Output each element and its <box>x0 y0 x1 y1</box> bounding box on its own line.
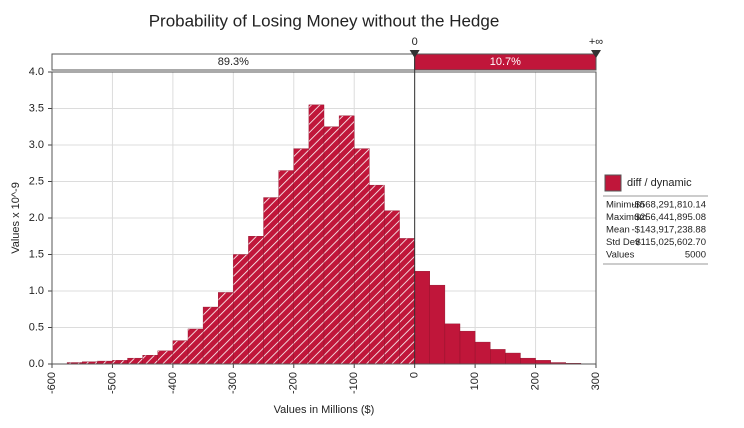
histogram-bar <box>142 355 158 365</box>
histogram-bar <box>535 360 551 365</box>
histogram-bar <box>323 126 340 365</box>
histogram-bar <box>399 238 415 365</box>
histogram-bar <box>187 328 204 365</box>
histogram-bar <box>233 254 249 365</box>
histogram-bar <box>354 148 370 365</box>
x-tick-label: -300 <box>227 372 239 394</box>
x-tick-label: 0 <box>409 372 421 378</box>
y-tick-label: 2.0 <box>29 212 44 224</box>
histogram-bar <box>429 284 446 365</box>
stat-value: -$568,291,810.14 <box>632 200 706 211</box>
stat-name: Minimum <box>606 200 645 211</box>
x-tick-label: -600 <box>46 372 58 394</box>
y-axis-label: Values x 10^-9 <box>10 182 22 254</box>
histogram-bar <box>490 349 506 365</box>
y-tick-label: 1.0 <box>29 285 44 297</box>
histogram-bar <box>127 357 143 365</box>
histogram-bar <box>505 352 521 365</box>
histogram-bar <box>248 236 264 365</box>
x-tick-label: -200 <box>288 372 300 394</box>
y-tick-label: 3.5 <box>29 102 44 114</box>
histogram-bar <box>112 360 128 365</box>
x-axis-label: Values in Millions ($) <box>274 404 375 416</box>
histogram-bar <box>520 357 536 365</box>
x-tick-label: -400 <box>167 372 179 394</box>
y-tick-label: 3.0 <box>29 139 44 151</box>
histogram-bar <box>202 306 219 365</box>
stat-value: $256,441,895.08 <box>635 212 706 223</box>
x-tick-label: 300 <box>590 372 602 390</box>
y-tick-label: 4.0 <box>29 66 44 78</box>
delimiter-marker <box>591 50 601 58</box>
region-label: 89.3% <box>218 56 249 68</box>
x-tick-label: 100 <box>469 372 481 390</box>
histogram-bar <box>414 271 430 365</box>
x-tick-label: -500 <box>106 372 118 394</box>
chart-title: Probability of Losing Money without the … <box>149 11 500 30</box>
stat-name: Values <box>606 250 635 261</box>
stat-value: $115,025,602.70 <box>635 237 706 248</box>
stat-value: -$143,917,238.88 <box>632 225 706 236</box>
x-tick-label: -100 <box>348 372 360 394</box>
delimiter-marker <box>409 50 420 58</box>
delimiter-label: +∞ <box>589 36 603 48</box>
stat-value: 5000 <box>685 250 706 261</box>
y-tick-label: 0.0 <box>29 358 44 370</box>
histogram-bar <box>369 184 385 365</box>
histogram-bar <box>263 197 279 365</box>
stat-name: Mean <box>606 225 630 236</box>
histogram-bar <box>218 292 234 365</box>
histogram-bar <box>459 330 476 365</box>
histogram-bar <box>338 115 355 365</box>
y-tick-label: 2.5 <box>29 175 44 187</box>
y-tick-label: 1.5 <box>29 248 44 260</box>
histogram-bar <box>157 350 174 365</box>
plot-border <box>51 71 597 365</box>
histogram-bar <box>444 323 461 365</box>
y-tick-label: 0.5 <box>29 321 44 333</box>
legend-swatch <box>604 174 622 192</box>
stat-name: Std Dev <box>606 237 640 248</box>
histogram-bar <box>278 170 294 365</box>
stat-name: Maximum <box>606 212 647 223</box>
region-label: 10.7% <box>490 56 521 68</box>
delimiter-label: 0 <box>412 36 418 48</box>
histogram-bar <box>384 210 400 365</box>
histogram-bar <box>172 340 189 365</box>
legend-label: diff / dynamic <box>627 177 692 189</box>
histogram-bar <box>474 341 491 365</box>
x-tick-label: 200 <box>529 372 541 390</box>
histogram-bar <box>293 148 310 365</box>
histogram-bar <box>308 104 325 365</box>
